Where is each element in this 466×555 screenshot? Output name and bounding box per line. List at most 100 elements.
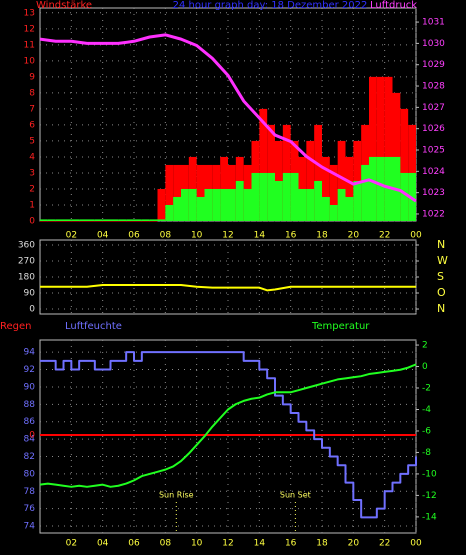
y-tick-label: 6: [29, 120, 35, 130]
x-tick-label: 06: [128, 539, 140, 549]
y2-tick-label: 1029: [422, 60, 445, 70]
x-tick-label: 04: [97, 539, 109, 549]
wind-bar: [134, 221, 142, 222]
x-tick-label: 18: [316, 539, 328, 549]
wind-bar: [361, 164, 369, 221]
y2-tick-label: 2: [422, 341, 428, 351]
wind-bar: [337, 188, 346, 221]
wind-bar: [204, 188, 213, 221]
y-tick-label: 76: [24, 504, 36, 514]
y-tick-label: 86: [24, 417, 36, 427]
wind-bar: [369, 76, 377, 222]
wind-bar: [384, 76, 393, 222]
wind-bar: [55, 221, 64, 222]
y-tick-label: 10: [24, 56, 36, 66]
wind-bar: [228, 188, 236, 221]
y2-tick-label: 1022: [422, 209, 445, 219]
wind-bar: [329, 204, 338, 221]
wind-bar: [196, 196, 205, 221]
wind-bar: [173, 196, 181, 221]
wind-bar: [306, 188, 315, 221]
wind-bar: [196, 164, 205, 221]
x-tick-label: 22: [379, 231, 390, 241]
y-tick-label: 0: [29, 305, 35, 315]
y-tick-label: 92: [24, 365, 35, 375]
y2-tick-label: -4: [422, 405, 431, 415]
wind-bar: [71, 221, 80, 222]
wind-bar: [188, 188, 197, 221]
wind-bar: [71, 219, 80, 221]
y2-tick-label: 1028: [422, 82, 445, 92]
title: 24 hour graph day: 18 Dezember 2022: [173, 0, 368, 11]
wind-bar: [102, 219, 111, 221]
x-tick-label: 10: [191, 539, 203, 549]
y-tick-label: 2: [29, 184, 35, 194]
wind-bar: [220, 188, 228, 221]
y2-tick-label: 1025: [422, 146, 445, 156]
wind-bar: [165, 164, 174, 221]
wind-bar: [376, 76, 385, 222]
series-line: [39, 363, 417, 488]
x-tick-label: 00: [410, 231, 422, 241]
x-tick-label: 12: [222, 231, 233, 241]
y2-tick-label: 1030: [422, 39, 445, 49]
y2-tick-label: -8: [422, 448, 431, 458]
wind-bar: [157, 219, 166, 221]
wind-bar: [400, 172, 409, 221]
y2-tick-label: N: [437, 302, 445, 315]
wind-bar: [337, 140, 346, 221]
x-tick-label: 10: [191, 231, 203, 241]
y2-tick-label: 0: [422, 362, 428, 372]
y-tick-label: 82: [24, 452, 35, 462]
x-tick-label: 00: [410, 539, 422, 549]
wind-bar: [94, 221, 103, 222]
y-tick-label: 4: [29, 152, 35, 162]
series-line: [40, 351, 417, 519]
y2-tick-label: S: [437, 270, 444, 283]
wind-bar: [329, 164, 338, 221]
rain-tick-label: 0: [29, 431, 35, 441]
y2-tick-label: 1024: [422, 167, 445, 177]
y2-tick-label: W: [437, 254, 448, 267]
wind-bar: [212, 188, 221, 221]
y-tick-label: 360: [18, 240, 35, 250]
y-tick-label: 94: [24, 348, 36, 358]
y2label: Luftdruck: [370, 0, 417, 11]
series-line: [39, 33, 417, 203]
y-tick-label: 80: [24, 469, 36, 479]
y-tick-label: 88: [24, 400, 36, 410]
y-tick-label: 0: [29, 217, 35, 227]
x-tick-label: 14: [254, 231, 266, 241]
wind-bar: [345, 156, 354, 221]
wind-bar: [40, 221, 48, 222]
wind-bar: [118, 219, 127, 221]
y-tick-label: 9: [29, 72, 35, 82]
wind-bar: [118, 221, 127, 222]
x-tick-label: 22: [379, 539, 390, 549]
x-tick-label: 08: [160, 231, 172, 241]
y-tick-label: 3: [29, 168, 35, 178]
wind-bar: [165, 204, 174, 221]
rain-label: Regen: [0, 321, 32, 332]
wind-bar: [275, 180, 283, 221]
wind-bar: [157, 188, 166, 221]
y-tick-label: 7: [29, 104, 35, 114]
y2-tick-label: -6: [422, 426, 431, 436]
wind-bar: [63, 221, 72, 222]
wind-bar: [243, 188, 252, 221]
wind-bar: [400, 108, 409, 221]
wind-bar: [134, 219, 142, 221]
wind-bar: [141, 219, 150, 221]
wind-bar: [251, 172, 260, 221]
wind-bar: [353, 180, 362, 221]
y2-tick-label: -14: [422, 512, 437, 522]
wind-bar: [322, 196, 330, 221]
annotation: Sun Rise: [159, 491, 194, 500]
x-tick-label: 16: [285, 231, 297, 241]
y2-tick-label: -2: [422, 384, 431, 394]
y-tick-label: 8: [29, 88, 35, 98]
wind-bar: [110, 219, 119, 221]
wind-bar: [282, 172, 291, 221]
wind-bar: [141, 221, 150, 222]
